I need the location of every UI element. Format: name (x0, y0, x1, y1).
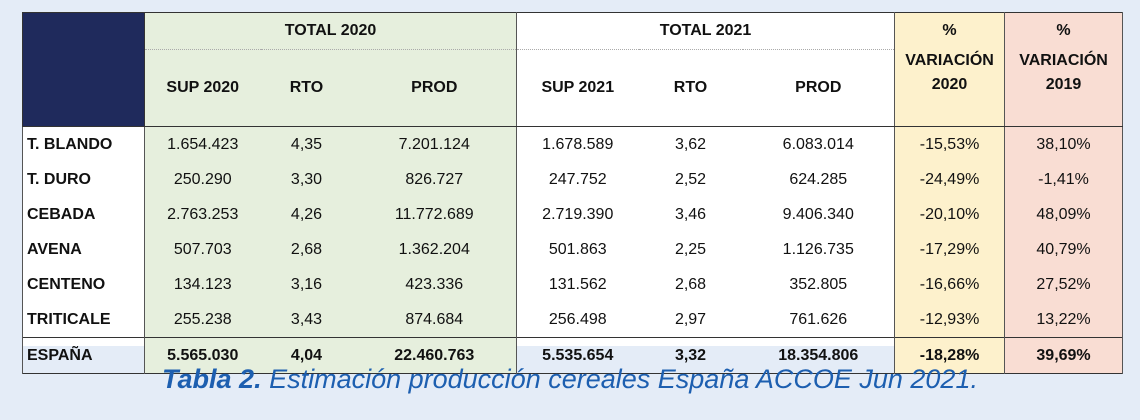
table-cell: 423.336 (352, 267, 518, 302)
table-cell: 2,25 (674, 240, 707, 258)
table-cell: 7.201.124 (352, 126, 518, 162)
col-header-variation-2020: VARIACIÓN 2020 (894, 49, 1006, 127)
caption-text: Estimación producción cereales España AC… (261, 364, 978, 394)
table-cell: 2.763.253 (144, 197, 261, 232)
table-cell: 4,26 (260, 197, 353, 232)
table-cell: 27,52% (1004, 267, 1124, 302)
table-cell: 6.083.014 (742, 126, 896, 162)
table-cell: 507.703 (144, 232, 261, 267)
table-cell: 3,43 (260, 302, 353, 338)
row-label: T. DURO (22, 162, 145, 197)
table-cell: 134.123 (144, 267, 261, 302)
total-cell: 4,04 (260, 337, 353, 374)
variation-2020-pct-label: % (894, 12, 1006, 50)
row-label: AVENA (22, 232, 145, 267)
table-cell: 3,30 (260, 162, 353, 197)
table-cell: 38,10% (1004, 126, 1124, 162)
table-row: T. DURO 250.290 3,30 826.727 247.752 2,52 624.… (22, 162, 1124, 197)
table-caption: Tabla 2. Estimación producción cereales … (0, 364, 1140, 395)
variation-2019-pct-label: % (1004, 12, 1124, 50)
row-label: CEBADA (22, 197, 145, 232)
table-cell: 501.863 (548, 240, 607, 258)
col-header-rto-2021: RTO (638, 49, 743, 127)
col-header-variation-2019: VARIACIÓN 2019 (1004, 49, 1124, 127)
table-cell: 9.406.340 (742, 197, 896, 232)
row-label: CENTENO (22, 267, 145, 302)
table-cell: 48,09% (1004, 197, 1124, 232)
col-header-prod-2020: PROD (352, 49, 518, 127)
total-cell: 39,69% (1004, 337, 1124, 374)
table-cell: 3,62 (674, 135, 707, 153)
table-cell: 1.362.204 (352, 232, 518, 267)
total-label: ESPAÑA (22, 337, 145, 374)
total-cell: 5.565.030 (144, 337, 261, 374)
table-cell: 250.290 (144, 162, 261, 197)
col-header-prod-2021: PROD (742, 49, 896, 127)
table-cell: -12,93% (894, 302, 1006, 338)
table-cell: 1.126.735 (742, 232, 896, 267)
table-cell: -1,41% (1004, 162, 1124, 197)
total-row: ESPAÑA 5.565.030 4,04 22.460.763 5.535.6… (22, 337, 1124, 374)
table-cell: 13,22% (1004, 302, 1124, 338)
table-cell: 1.654.423 (144, 126, 261, 162)
table-cell: 255.238 (144, 302, 261, 338)
table-cell: 11.772.689 (352, 197, 518, 232)
group-header-row: TOTAL 2020 TOTAL 2021 % % (22, 12, 1124, 127)
column-header-row: SUP 2020 RTO PROD SUP 2021 RTO PROD VARI… (22, 49, 1124, 127)
variation-2019-word: VARIACIÓN (1019, 51, 1108, 69)
total-cell: 5.535.654 (516, 337, 639, 374)
table-cell: -20,10% (894, 197, 1006, 232)
table-row: CEBADA 2.763.253 4,26 11.772.689 2.719.390 3,… (22, 197, 1124, 232)
table-cell: 1.678.589 (542, 135, 614, 153)
caption-label: Tabla 2. (162, 364, 262, 394)
variation-2020-word: VARIACIÓN (905, 51, 994, 69)
corner-header-cell (22, 12, 145, 127)
table-cell: -17,29% (894, 232, 1006, 267)
table-cell: 2.719.390 (542, 205, 614, 223)
table-cell: -24,49% (894, 162, 1006, 197)
table-row: TRITICALE 255.238 3,43 874.684 256.498 2,97 76… (22, 302, 1124, 338)
group-header-total-2021: TOTAL 2021 (516, 12, 896, 50)
table-row: T. BLANDO 1.654.423 4,35 7.201.124 1.678.589… (22, 126, 1124, 162)
total-cell: 22.460.763 (352, 337, 518, 374)
variation-2020-year: 2020 (931, 75, 968, 93)
table-cell: 2,52 (674, 170, 707, 188)
col-header-rto-2020: RTO (260, 49, 353, 127)
production-table: TOTAL 2020 TOTAL 2021 % % SUP 2020 RTO P… (22, 12, 1124, 374)
table-cell: 2,97 (674, 310, 707, 328)
table-cell: 826.727 (352, 162, 518, 197)
table-body: T. BLANDO 1.654.423 4,35 7.201.124 1.678.589… (22, 126, 1124, 338)
table-cell: 256.498 (548, 310, 607, 328)
table-cell: 624.285 (742, 162, 896, 197)
row-label: TRITICALE (22, 302, 145, 338)
table-cell: 2,68 (674, 275, 707, 293)
table-cell: -15,53% (894, 126, 1006, 162)
col-header-sup-2020: SUP 2020 (144, 49, 261, 127)
table-cell: 352.805 (742, 267, 896, 302)
table-row: AVENA 507.703 2,68 1.362.204 501.863 2,25 1.12… (22, 232, 1124, 267)
total-cell: 3,32 (638, 337, 743, 374)
total-cell: -18,28% (894, 337, 1006, 374)
table-cell: 2,68 (260, 232, 353, 267)
table-cell: 761.626 (742, 302, 896, 338)
variation-2019-year: 2019 (1045, 75, 1082, 93)
table-cell: -16,66% (894, 267, 1006, 302)
total-cell: 18.354.806 (742, 337, 896, 374)
table-cell: 3,46 (674, 205, 707, 223)
table-cell: 3,16 (260, 267, 353, 302)
table-cell: 874.684 (352, 302, 518, 338)
row-label: T. BLANDO (22, 126, 145, 162)
table-cell: 131.562 (548, 275, 607, 293)
table-cell: 247.752 (548, 170, 607, 188)
group-header-total-2020: TOTAL 2020 (143, 12, 518, 50)
col-header-sup-2021: SUP 2021 (516, 49, 639, 127)
table-cell: 4,35 (260, 126, 353, 162)
table-row: CENTENO 134.123 3,16 423.336 131.562 2,68 352.… (22, 267, 1124, 302)
production-table-container: TOTAL 2020 TOTAL 2021 % % SUP 2020 RTO P… (22, 12, 1124, 374)
table-cell: 40,79% (1004, 232, 1124, 267)
